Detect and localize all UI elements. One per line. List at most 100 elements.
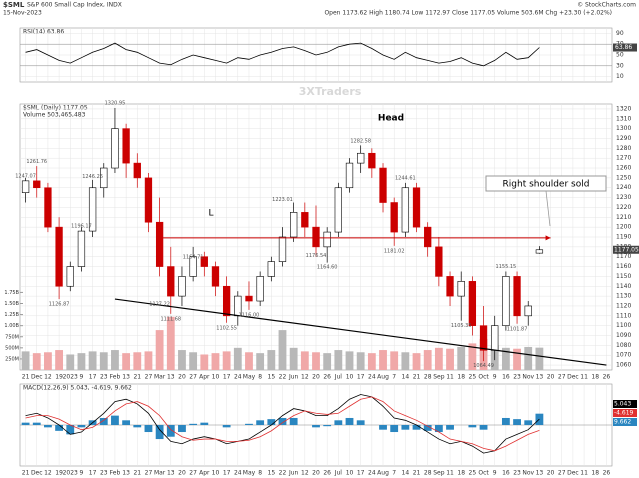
y-tick-label: 1300: [616, 125, 631, 132]
candle-body: [122, 128, 130, 164]
x-tick-label: 25: [469, 374, 477, 381]
x-tick-label: 24: [368, 470, 376, 477]
histogram-bar: [289, 417, 298, 425]
x-tick-label: 12: [44, 470, 52, 477]
x-tick-label: 12: [301, 470, 309, 477]
x-tick-label: Nov: [522, 470, 534, 477]
candle-body: [301, 212, 309, 228]
histogram-bar: [21, 422, 30, 425]
x-tick-label: 10: [346, 470, 354, 477]
histogram-bar: [122, 420, 131, 425]
y-tick-label: 30: [616, 62, 624, 69]
histogram-bar: [111, 415, 119, 425]
x-tick-label: 13: [536, 374, 544, 381]
histogram-bar: [513, 419, 521, 425]
histogram-bar: [32, 422, 41, 425]
volume-bar: [356, 352, 365, 370]
y-tick-label: 1110: [616, 312, 631, 319]
candle-body: [323, 231, 331, 248]
histogram-bar: [245, 423, 253, 425]
symbol: $SML: [3, 1, 25, 9]
candle-body: [535, 249, 544, 254]
y-tick-label: 1310: [616, 115, 631, 122]
volume-bar: [144, 351, 153, 370]
rsi-tag: 63.86: [615, 44, 632, 51]
x-tick-label: Oct: [478, 470, 489, 477]
price-label: 1181.02: [384, 248, 405, 254]
trendline: [114, 298, 607, 366]
macd-tag: -4.619: [614, 410, 634, 417]
y-tick-label: 1190: [616, 234, 631, 241]
volume-bar: [32, 353, 41, 370]
x-tick-label: 15: [268, 470, 276, 477]
x-tick-label: Jul: [334, 374, 343, 381]
price-label: 1155.15: [496, 264, 517, 270]
candle-body: [390, 202, 398, 233]
y-tick-label: 1270: [616, 155, 631, 162]
volume-bar: [367, 353, 376, 370]
candle-body: [513, 276, 521, 317]
volume-bar: [524, 346, 533, 370]
x-tick-label: Feb: [110, 374, 121, 381]
histogram-bar: [44, 425, 52, 428]
x-tick-label: 15: [268, 374, 276, 381]
price-label: 1116.00: [239, 312, 260, 318]
x-tick-label: Sep: [433, 374, 445, 381]
x-tick-label: 24: [234, 470, 242, 477]
volume-bar: [300, 351, 309, 370]
x-tick-label: 17: [357, 374, 365, 381]
price-label: 1223.01: [272, 197, 293, 203]
histogram-bar: [412, 425, 421, 430]
x-tick-label: 14: [402, 374, 410, 381]
volume-bar: [77, 353, 86, 370]
volume-bar: [245, 352, 253, 370]
x-tick-label: Aug: [377, 374, 389, 381]
annotation: L: [208, 209, 213, 219]
candle-body: [256, 276, 264, 302]
y-tick-label: 1060: [616, 362, 631, 369]
price-label: 1320.95: [105, 100, 126, 106]
x-tick-label: Dec: [31, 374, 43, 381]
x-tick-label: Dec: [567, 470, 579, 477]
x-tick-label: 27: [145, 374, 153, 381]
volume-bar: [513, 348, 521, 370]
x-tick-label: 10: [212, 374, 220, 381]
x-tick-label: 13: [122, 470, 130, 477]
price-tag: 1177.05: [614, 246, 639, 253]
x-tick-label: 9: [80, 470, 84, 477]
x-tick-label: 2023: [63, 470, 78, 477]
candle-body: [21, 180, 30, 193]
histogram-bar: [189, 423, 198, 425]
x-tick-label: 13: [122, 374, 130, 381]
x-tick-label: 19: [55, 374, 63, 381]
x-tick-label: 17: [89, 470, 97, 477]
x-tick-label: 10: [346, 374, 354, 381]
candle-body: [334, 187, 342, 233]
y2-tick-label: 250M: [5, 356, 19, 362]
volume-bar: [379, 350, 387, 370]
histogram-bar: [66, 425, 75, 435]
candle-body: [424, 226, 432, 248]
y-tick-label: 1210: [616, 214, 631, 221]
histogram-bar: [434, 425, 443, 433]
x-tick-label: Mar: [154, 470, 166, 477]
price-label: 1111.68: [160, 317, 181, 323]
y2-tick-label: 1.25B: [4, 312, 19, 318]
candle-body: [368, 152, 376, 169]
candle-body: [502, 276, 510, 326]
rsi-line: [25, 42, 540, 67]
candle-body: [491, 325, 499, 351]
macd-tag-bg: [613, 400, 637, 408]
y-tick-label: 1170: [616, 253, 631, 260]
candle-body: [468, 281, 477, 326]
y-tick-label: 1250: [616, 174, 631, 181]
volume-bar: [99, 352, 108, 370]
candle-body: [401, 187, 410, 233]
candle-body: [200, 256, 208, 267]
x-tick-label: 27: [189, 470, 197, 477]
volume-bar: [289, 347, 298, 370]
candle-body: [245, 295, 253, 302]
candle-body: [278, 236, 287, 262]
rsi-tag-bg: [613, 43, 637, 52]
histogram-bar: [155, 425, 164, 440]
